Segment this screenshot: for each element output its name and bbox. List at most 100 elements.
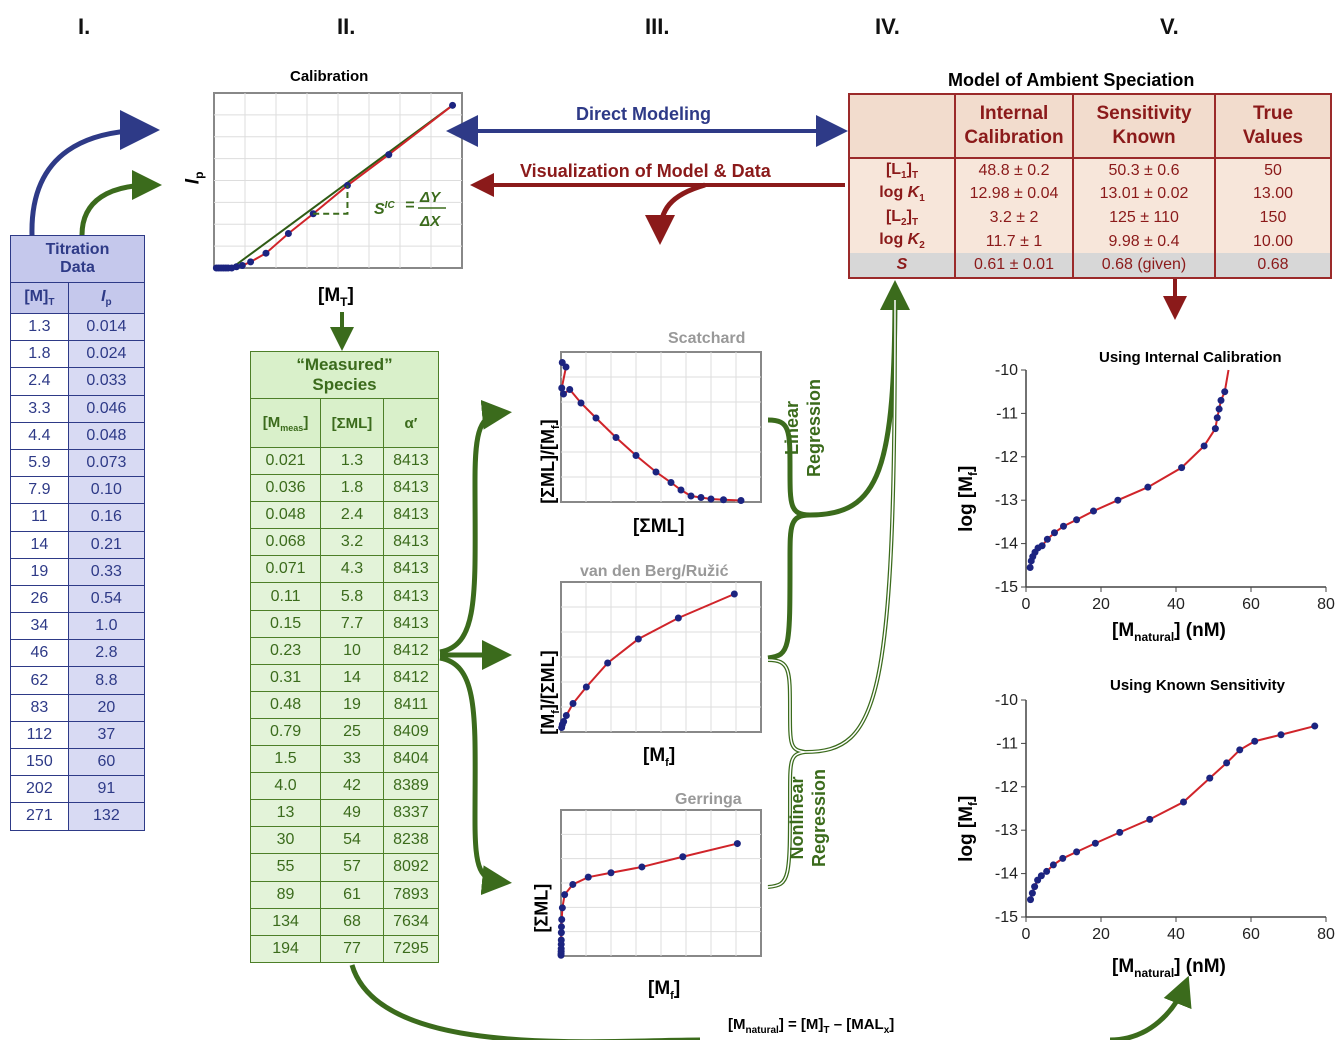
model-cell: 0.68 (given) [1072, 253, 1216, 279]
measured-cell: 0.021 [249, 446, 322, 476]
titration-mt-cell: 26 [10, 584, 69, 614]
measured-cell: 49 [320, 799, 384, 828]
y-tick-label: -13 [995, 492, 1018, 509]
titration-ip-cell: 20 [67, 693, 146, 722]
titration-mt-cell: 34 [10, 612, 69, 641]
titration-ip-cell: 60 [67, 747, 146, 777]
measured-cell: 8404 [382, 745, 440, 774]
data-point [730, 590, 738, 598]
data-point [238, 262, 246, 270]
model-row-label: log K2 [848, 229, 956, 254]
data-point [557, 923, 565, 931]
y-tick-label: -10 [995, 362, 1018, 379]
model-cell: 0.68 [1214, 253, 1332, 279]
titration-ip-cell: 8.8 [67, 666, 146, 695]
data-point [1043, 867, 1051, 875]
data-point [577, 399, 585, 407]
data-point [1037, 872, 1045, 880]
titration-col1-header: [M]T [10, 282, 69, 314]
titration-row: 1.3 0.014 [10, 312, 146, 342]
data-point [569, 880, 577, 888]
y-tick-label: -12 [995, 779, 1018, 796]
titration-row: 46 2.8 [10, 639, 146, 668]
data-point [634, 635, 642, 643]
model-cell: 0.61 ± 0.01 [954, 253, 1074, 279]
scatchard-x-label: [ΣML] [633, 516, 685, 537]
y-tick-label: -14 [995, 536, 1018, 553]
data-point [449, 101, 457, 109]
measured-row: 0.23 10 8412 [249, 636, 440, 665]
measured-row: 0.79 25 8409 [249, 717, 440, 747]
titration-mt-cell: 14 [10, 530, 69, 559]
titration-mt-cell: 202 [10, 775, 69, 804]
calibration-formula-eq: = [405, 197, 414, 214]
model-cell: 48.8 ± 0.2 [954, 158, 1074, 183]
data-point [582, 683, 590, 691]
data-point [1038, 542, 1046, 550]
titration-ip-cell: 0.16 [67, 503, 146, 532]
column-header-4: IV. [875, 14, 900, 39]
measured-cell: 7634 [382, 907, 440, 936]
data-point [1200, 442, 1208, 450]
data-point [566, 386, 574, 393]
data-point [737, 497, 745, 504]
measured-row: 0.036 1.8 8413 [249, 474, 440, 503]
measured-species-table: “Measured” Species [Mmeas] [ΣML] α′ 0.021… [249, 351, 440, 963]
model-cell: 12.98 ± 0.04 [954, 182, 1074, 207]
result-chart-2-xlabel: [Mnatural] (nM) [1112, 956, 1226, 980]
measured-row: 0.068 3.2 8413 [249, 528, 440, 557]
titration-ip-cell: 1.0 [67, 612, 146, 641]
measured-cell: 1.8 [320, 474, 384, 503]
model-header-true: True Values [1214, 93, 1332, 159]
nonlinear-regression-label: Nonlinear Regression [787, 768, 829, 868]
data-point [1277, 731, 1285, 739]
measured-cell: 57 [320, 853, 384, 882]
titration-ip-cell: 132 [67, 802, 146, 831]
measured-cell: 5.8 [320, 582, 384, 611]
measured-cell: 55 [249, 853, 322, 882]
y-tick-label: -10 [995, 692, 1018, 709]
model-cell: 50 [1214, 158, 1332, 183]
data-point [560, 718, 568, 725]
measured-header-mmeas: [Mmeas] [249, 398, 322, 448]
measured-cell: 8412 [382, 636, 440, 665]
result-chart-known: -10 -11 -12 -13 -14 -150 20 40 60 80 [995, 692, 1335, 943]
measured-row: 134 68 7634 [249, 907, 440, 936]
measured-cell: 54 [320, 826, 384, 855]
titration-ip-cell: 0.54 [67, 584, 146, 614]
titration-row: 3.3 0.046 [10, 394, 146, 423]
data-point [674, 614, 682, 622]
titration-mt-cell: 5.9 [10, 448, 69, 478]
measured-cell: 61 [320, 880, 384, 909]
measured-row: 0.15 7.7 8413 [249, 609, 440, 638]
data-point [1060, 522, 1067, 530]
y-tick-label: -15 [995, 909, 1018, 926]
measured-cell: 1.5 [249, 745, 322, 774]
model-cell: 9.98 ± 0.4 [1072, 229, 1216, 254]
calibration-formula-num: ΔY [419, 189, 442, 206]
data-point [557, 936, 565, 944]
data-point [1043, 535, 1051, 543]
y-tick-label: -11 [996, 405, 1018, 422]
titration-to-calibration-arrow-green [79, 170, 162, 236]
data-point [562, 712, 570, 719]
measured-cell: 2.4 [320, 501, 384, 530]
data-point [1051, 529, 1058, 537]
data-point [1217, 396, 1225, 404]
column-header-5: V. [1160, 14, 1179, 39]
data-point [558, 916, 566, 923]
measured-header-alpha: α′ [382, 398, 440, 448]
measured-cell: 33 [320, 745, 384, 774]
measured-row: 0.021 1.3 8413 [249, 446, 440, 476]
measured-cell: 68 [320, 907, 384, 936]
data-point [1146, 815, 1154, 823]
result-chart-1-xlabel: [Mnatural] (nM) [1112, 620, 1226, 644]
data-point [558, 904, 566, 912]
measured-cell: 8413 [382, 474, 440, 503]
measured-cell: 8413 [382, 501, 440, 530]
measured-cell: 8413 [382, 582, 440, 611]
direct-modeling-label: Direct Modeling [576, 104, 712, 124]
titration-row: 83 20 [10, 693, 146, 722]
measured-cell: 8413 [382, 609, 440, 638]
x-tick-label: 60 [1242, 596, 1260, 613]
